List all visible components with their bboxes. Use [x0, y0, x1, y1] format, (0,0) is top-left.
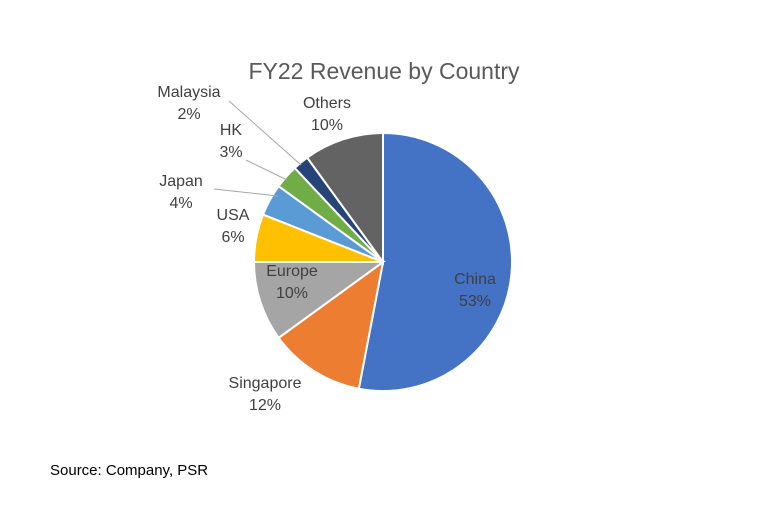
data-labels: China 53% Singapore 12% Europe 10% USA 6% Japan 4… [157, 84, 496, 414]
pie-slices [252, 131, 513, 392]
data-label-usa: USA 6% [217, 207, 250, 246]
pie-slice-singapore [277, 259, 385, 390]
slice-name: HK [220, 122, 243, 139]
data-label-others: Others 10% [303, 95, 351, 134]
pie-slice-europe [252, 261, 387, 340]
leader-line-hk [245, 159, 288, 181]
slice-percent: 6% [221, 229, 244, 246]
slice-percent: 3% [219, 144, 242, 161]
slice-percent: 53% [459, 293, 491, 310]
slice-name: Others [303, 95, 351, 112]
slice-percent: 12% [249, 397, 281, 414]
slice-percent: 10% [311, 117, 343, 134]
data-label-hk: HK 3% [219, 122, 242, 161]
slice-name: Singapore [229, 375, 302, 392]
slice-percent: 10% [276, 285, 308, 302]
data-label-china: China 53% [454, 271, 496, 310]
slice-name: Malaysia [157, 84, 220, 101]
chart-title: FY22 Revenue by Country [248, 58, 520, 84]
data-label-singapore: Singapore 12% [229, 375, 302, 414]
slice-name: Japan [159, 173, 203, 190]
leader-line-malaysia [228, 100, 302, 166]
leader-line-japan [213, 188, 279, 197]
pie-slice-others [305, 131, 384, 266]
data-label-japan: Japan 4% [159, 173, 203, 212]
slice-percent: 4% [169, 195, 192, 212]
slice-name: Europe [266, 263, 318, 280]
data-label-europe: Europe 10% [266, 263, 318, 302]
pie-slice-china [357, 131, 513, 392]
source-note: Source: Company, PSR [50, 462, 209, 479]
slice-percent: 2% [177, 106, 200, 123]
slice-name: China [454, 271, 496, 288]
slice-name: USA [217, 207, 250, 224]
data-label-malaysia: Malaysia 2% [157, 84, 220, 123]
